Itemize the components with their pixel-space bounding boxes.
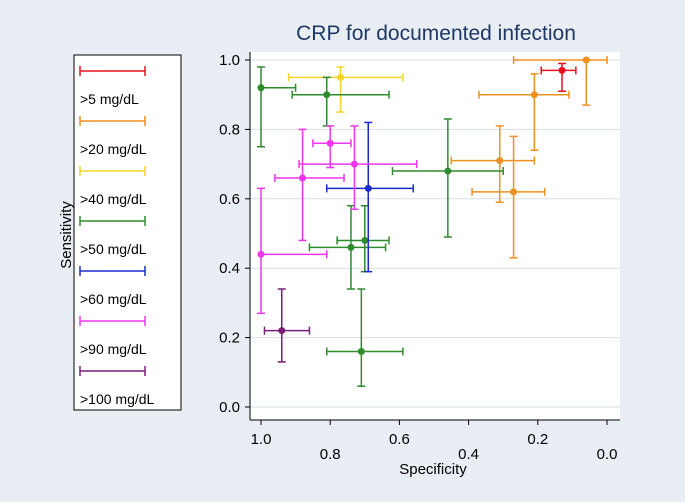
legend-label: >40 mg/dL [80,191,147,207]
legend-label: >60 mg/dL [80,291,147,307]
x-tick-label: 0.4 [458,446,479,463]
x-tick-label: 0.8 [320,446,341,463]
data-point [257,84,265,92]
y-axis-label: Sensitivity [58,201,75,269]
data-point [558,66,566,74]
legend [73,54,182,411]
data-point [337,73,345,81]
series-1 [540,62,577,92]
legend-label: >20 mg/dL [80,141,147,157]
data-point [347,243,355,251]
gridlines [250,59,620,408]
series-2 [450,56,608,259]
data-point [364,184,372,192]
x-axis-ticks: 1.0 0.8 0.6 0.4 0.2 0.0 [251,420,618,463]
chart-title: CRP for documented infection [296,22,576,45]
plot-area [250,52,620,420]
data-point [444,167,452,175]
y-tick-label: 0.4 [219,260,240,277]
y-tick-label: 0.6 [219,191,240,208]
data-point [326,139,334,147]
y-tick-label: 1.0 [219,52,240,69]
data-series [257,56,608,387]
y-axis-ticks: 0.0 0.2 0.4 0.6 0.8 1.0 [219,52,250,416]
data-point [496,157,504,165]
data-point [510,188,518,196]
x-tick-label: 0.2 [527,431,548,448]
series-6 [257,125,418,315]
series-7 [263,288,311,363]
data-point [530,91,538,99]
series-4 [257,66,504,387]
data-point [323,91,331,99]
legend-label: >5 mg/dL [80,91,139,107]
x-tick-label: 1.0 [251,431,272,448]
data-point [299,174,307,182]
legend-label: >100 mg/dL [80,391,155,407]
data-point [357,347,365,355]
legend-items: >5 mg/dL >20 mg/dL >40 mg/dL >50 mg/dL >60 m… [79,66,155,407]
x-axis-label: Specificity [399,461,467,478]
series-5 [325,121,414,273]
series-3 [287,66,404,113]
data-point [582,56,590,64]
x-tick-label: 0.6 [389,431,410,448]
data-point [257,250,265,258]
y-tick-label: 0.2 [219,330,240,347]
legend-label: >90 mg/dL [80,341,147,357]
y-tick-label: 0.0 [219,399,240,416]
legend-label: >50 mg/dL [80,241,147,257]
data-point [350,160,358,168]
data-point [361,236,369,244]
data-point [278,327,286,335]
x-tick-label: 0.0 [597,446,618,463]
y-tick-label: 0.8 [219,121,240,138]
